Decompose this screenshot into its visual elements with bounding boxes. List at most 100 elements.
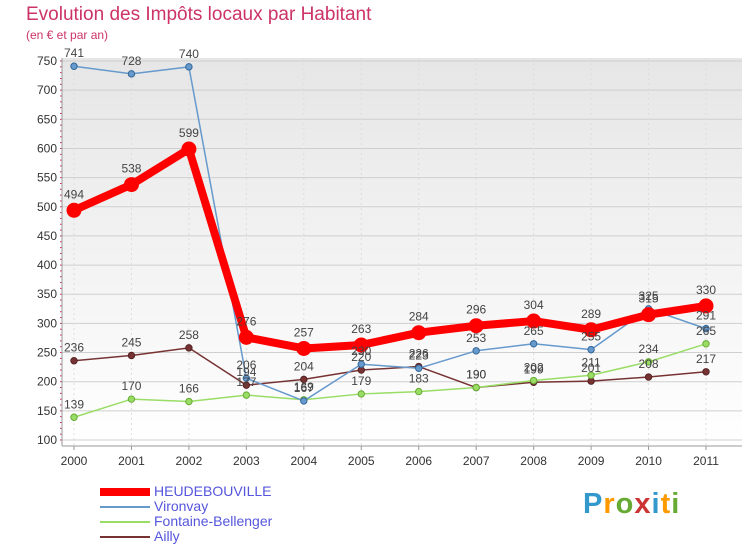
data-label: 740 bbox=[179, 47, 199, 61]
legend-swatch bbox=[100, 536, 150, 538]
series-line-fontaine-bellenger bbox=[73, 343, 707, 419]
data-label: 258 bbox=[179, 328, 199, 342]
y-tick-label: 400 bbox=[37, 258, 57, 272]
data-point bbox=[238, 329, 254, 345]
data-label: 304 bbox=[524, 298, 544, 312]
data-point bbox=[70, 413, 78, 421]
data-point bbox=[185, 397, 193, 406]
legend-item-vironvay: Vironvay bbox=[100, 498, 360, 514]
data-label: 194 bbox=[236, 365, 256, 379]
data-label: 220 bbox=[351, 350, 371, 364]
x-tick-label: 2002 bbox=[176, 454, 203, 468]
y-tick-label: 300 bbox=[37, 316, 57, 330]
logo-letter: x bbox=[634, 488, 652, 520]
data-label: 284 bbox=[409, 310, 429, 324]
data-point bbox=[353, 337, 369, 353]
data-point bbox=[472, 347, 480, 355]
data-label: 296 bbox=[466, 303, 486, 317]
data-point bbox=[472, 383, 480, 392]
x-tick-label: 2009 bbox=[578, 454, 605, 468]
data-label: 201 bbox=[581, 361, 601, 375]
data-label: 728 bbox=[121, 54, 141, 68]
data-label: 599 bbox=[179, 126, 199, 140]
y-tick-label: 650 bbox=[37, 112, 57, 126]
x-tick-label: 2008 bbox=[520, 454, 547, 468]
data-label: 177 bbox=[236, 375, 256, 389]
data-label: 253 bbox=[466, 331, 486, 345]
data-point bbox=[300, 397, 308, 405]
data-point bbox=[185, 344, 193, 352]
series-line-ailly bbox=[73, 347, 707, 389]
data-point bbox=[242, 374, 251, 382]
data-label: 263 bbox=[351, 322, 371, 336]
chart-title: Evolution des Impôts locaux par Habitant bbox=[26, 4, 372, 25]
data-label: 190 bbox=[466, 368, 486, 382]
x-tick-label: 2010 bbox=[635, 454, 662, 468]
data-point bbox=[181, 141, 197, 157]
legend-swatch bbox=[100, 506, 150, 508]
data-label: 166 bbox=[179, 382, 199, 396]
grid bbox=[62, 58, 742, 446]
axes: 100 150 200 250 300 350 400 450 500 550 600 650 700 7… bbox=[37, 54, 742, 468]
data-label: 179 bbox=[351, 374, 371, 388]
data-label: 226 bbox=[409, 347, 429, 361]
logo-letter: r bbox=[603, 488, 616, 520]
data-label: 170 bbox=[121, 379, 141, 393]
y-tick-label: 750 bbox=[37, 54, 57, 68]
data-label: 190 bbox=[466, 368, 486, 382]
data-label: 139 bbox=[64, 397, 84, 411]
legend-item-fontaine-bellenger: Fontaine-Bellenger bbox=[100, 513, 360, 529]
data-point bbox=[70, 62, 78, 70]
x-tick-label: 2001 bbox=[118, 454, 145, 468]
x-tick-label: 2004 bbox=[290, 454, 317, 468]
data-label: 289 bbox=[581, 307, 601, 321]
x-tick-label: 2005 bbox=[348, 454, 375, 468]
logo-letter: i bbox=[651, 488, 661, 520]
data-label: 741 bbox=[64, 46, 84, 60]
data-label: 183 bbox=[409, 372, 429, 386]
legend-swatch bbox=[100, 488, 150, 496]
data-point bbox=[411, 325, 427, 341]
data-label: 315 bbox=[639, 292, 659, 306]
data-point bbox=[123, 177, 139, 193]
data-point bbox=[529, 376, 538, 385]
data-point bbox=[698, 298, 714, 314]
proxiti-logo: Proxiti bbox=[583, 488, 680, 521]
data-label: 236 bbox=[64, 341, 84, 355]
data-label: 538 bbox=[121, 162, 141, 176]
data-point bbox=[641, 307, 657, 323]
legend-label: Vironvay bbox=[154, 498, 209, 514]
data-label: 202 bbox=[524, 361, 544, 375]
logo-letter: o bbox=[615, 488, 635, 520]
y-tick-label: 450 bbox=[37, 229, 57, 243]
logo-letter: i bbox=[671, 488, 681, 520]
data-label: 245 bbox=[121, 335, 141, 349]
x-tick-label: 2007 bbox=[463, 454, 490, 468]
data-label: 234 bbox=[639, 342, 659, 356]
data-label: 265 bbox=[696, 324, 716, 338]
x-tick-label: 2003 bbox=[233, 454, 260, 468]
series-line-heudebouville bbox=[70, 145, 710, 353]
data-label: 217 bbox=[696, 352, 716, 366]
data-point bbox=[526, 313, 542, 329]
chart-subtitle: (en € et par an) bbox=[26, 28, 109, 42]
y-tick-label: 100 bbox=[37, 433, 57, 447]
data-point bbox=[242, 391, 251, 399]
legend-swatch bbox=[100, 521, 150, 523]
data-label: 204 bbox=[294, 359, 314, 373]
y-tick-label: 500 bbox=[37, 200, 57, 214]
data-label: 206 bbox=[236, 358, 256, 372]
logo-letter: t bbox=[660, 488, 672, 520]
x-tick-label: 2011 bbox=[693, 454, 719, 468]
legend-item-heudebouville: HEUDEBOUVILLE bbox=[100, 483, 360, 499]
data-point bbox=[702, 340, 710, 348]
data-point bbox=[587, 345, 595, 354]
logo-letter: P bbox=[583, 488, 604, 520]
data-label: 257 bbox=[294, 325, 314, 339]
data-point bbox=[357, 390, 365, 398]
data-point bbox=[127, 70, 136, 78]
data-point bbox=[66, 202, 82, 218]
data-point bbox=[587, 371, 595, 379]
data-label: 494 bbox=[64, 187, 84, 201]
legend-item-ailly: Ailly bbox=[100, 528, 360, 544]
